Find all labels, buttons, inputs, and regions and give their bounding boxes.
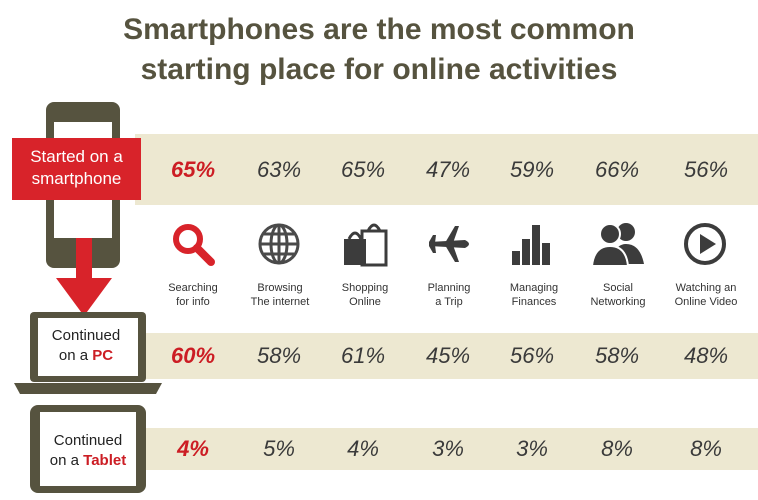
people-icon bbox=[590, 223, 644, 266]
caption-line-2: Networking bbox=[590, 296, 646, 308]
tablet-value: 8% bbox=[601, 436, 633, 461]
pc-value: 56% bbox=[509, 343, 555, 368]
pc-value: 60% bbox=[170, 343, 216, 368]
tablet-value: 5% bbox=[263, 436, 295, 461]
caption-line-1: Watching an bbox=[675, 282, 737, 294]
smartphone-label-line-2: smartphone bbox=[31, 169, 122, 188]
tablet-value: 8% bbox=[690, 436, 722, 461]
caption-line-2: Online bbox=[349, 296, 381, 308]
activity-caption: Searching for info bbox=[148, 281, 238, 309]
title-line-1: Smartphones are the most common bbox=[123, 13, 635, 46]
pc-label-prefix: on a bbox=[58, 347, 89, 364]
smartphone-row-band bbox=[135, 134, 758, 205]
pc-value: 48% bbox=[683, 343, 729, 368]
caption-line-1: Social bbox=[603, 282, 633, 294]
caption-line-1: Shopping bbox=[341, 282, 389, 294]
magnifier-icon bbox=[173, 224, 215, 266]
smartphone-value: 59% bbox=[509, 157, 555, 182]
caption-line-1: Searching bbox=[168, 282, 218, 294]
caption-line-2: a Trip bbox=[435, 296, 463, 308]
caption-line-1: Planning bbox=[427, 282, 471, 294]
caption-line-2: The internet bbox=[250, 296, 310, 308]
activity-caption: Managing Finances bbox=[489, 281, 579, 309]
caption-line-2: for info bbox=[176, 296, 210, 308]
pc-value: 58% bbox=[594, 343, 640, 368]
title-line-2: starting place for online activities bbox=[140, 53, 618, 86]
tablet-value: 3% bbox=[432, 436, 464, 461]
tablet-label-prefix: on a bbox=[49, 452, 79, 469]
smartphone-row-label: Started on a smartphone bbox=[12, 138, 141, 200]
tablet-value: 3% bbox=[516, 436, 548, 461]
caption-line-1: Browsing bbox=[257, 282, 303, 294]
play-icon bbox=[684, 223, 726, 265]
smartphone-value: 63% bbox=[256, 157, 302, 182]
caption-line-1: Managing bbox=[509, 282, 559, 294]
tablet-value: 4% bbox=[347, 436, 379, 461]
caption-line-2: Finances bbox=[511, 296, 557, 308]
shopping-bags-icon bbox=[344, 223, 388, 267]
activity-caption: Browsing The internet bbox=[235, 281, 325, 309]
tablet-row-band bbox=[135, 428, 758, 470]
smartphone-value: 65% bbox=[340, 157, 386, 182]
smartphone-value: 66% bbox=[594, 157, 640, 182]
activity-caption: Social Networking bbox=[573, 281, 663, 309]
activity-caption: Planning a Trip bbox=[404, 281, 494, 309]
smartphone-value: 47% bbox=[425, 157, 471, 182]
pc-value: 61% bbox=[340, 343, 386, 368]
tablet-label-emphasis: Tablet bbox=[83, 452, 127, 469]
bar-chart-icon bbox=[512, 225, 550, 265]
smartphone-value: 65% bbox=[170, 157, 216, 182]
caption-line-2: Online Video bbox=[674, 296, 738, 308]
tablet-row-label: Continued on a Tablet bbox=[40, 431, 136, 471]
pc-label-emphasis: PC bbox=[92, 347, 114, 364]
pc-label-line-1: Continued bbox=[51, 327, 121, 344]
pc-value: 58% bbox=[256, 343, 302, 368]
globe-icon bbox=[258, 223, 300, 265]
airplane-icon bbox=[429, 226, 469, 262]
smartphone-label-line-1: Started on a bbox=[30, 147, 123, 166]
smartphone-device-icon bbox=[14, 102, 162, 493]
smartphone-value: 56% bbox=[683, 157, 729, 182]
tablet-label-line-1: Continued bbox=[53, 432, 123, 449]
pc-value: 45% bbox=[425, 343, 471, 368]
activity-caption: Watching an Online Video bbox=[661, 281, 751, 309]
pc-row-band bbox=[135, 333, 758, 379]
tablet-value: 4% bbox=[177, 436, 209, 461]
pc-row-label: Continued on a PC bbox=[40, 326, 132, 366]
activity-caption: Shopping Online bbox=[320, 281, 410, 309]
